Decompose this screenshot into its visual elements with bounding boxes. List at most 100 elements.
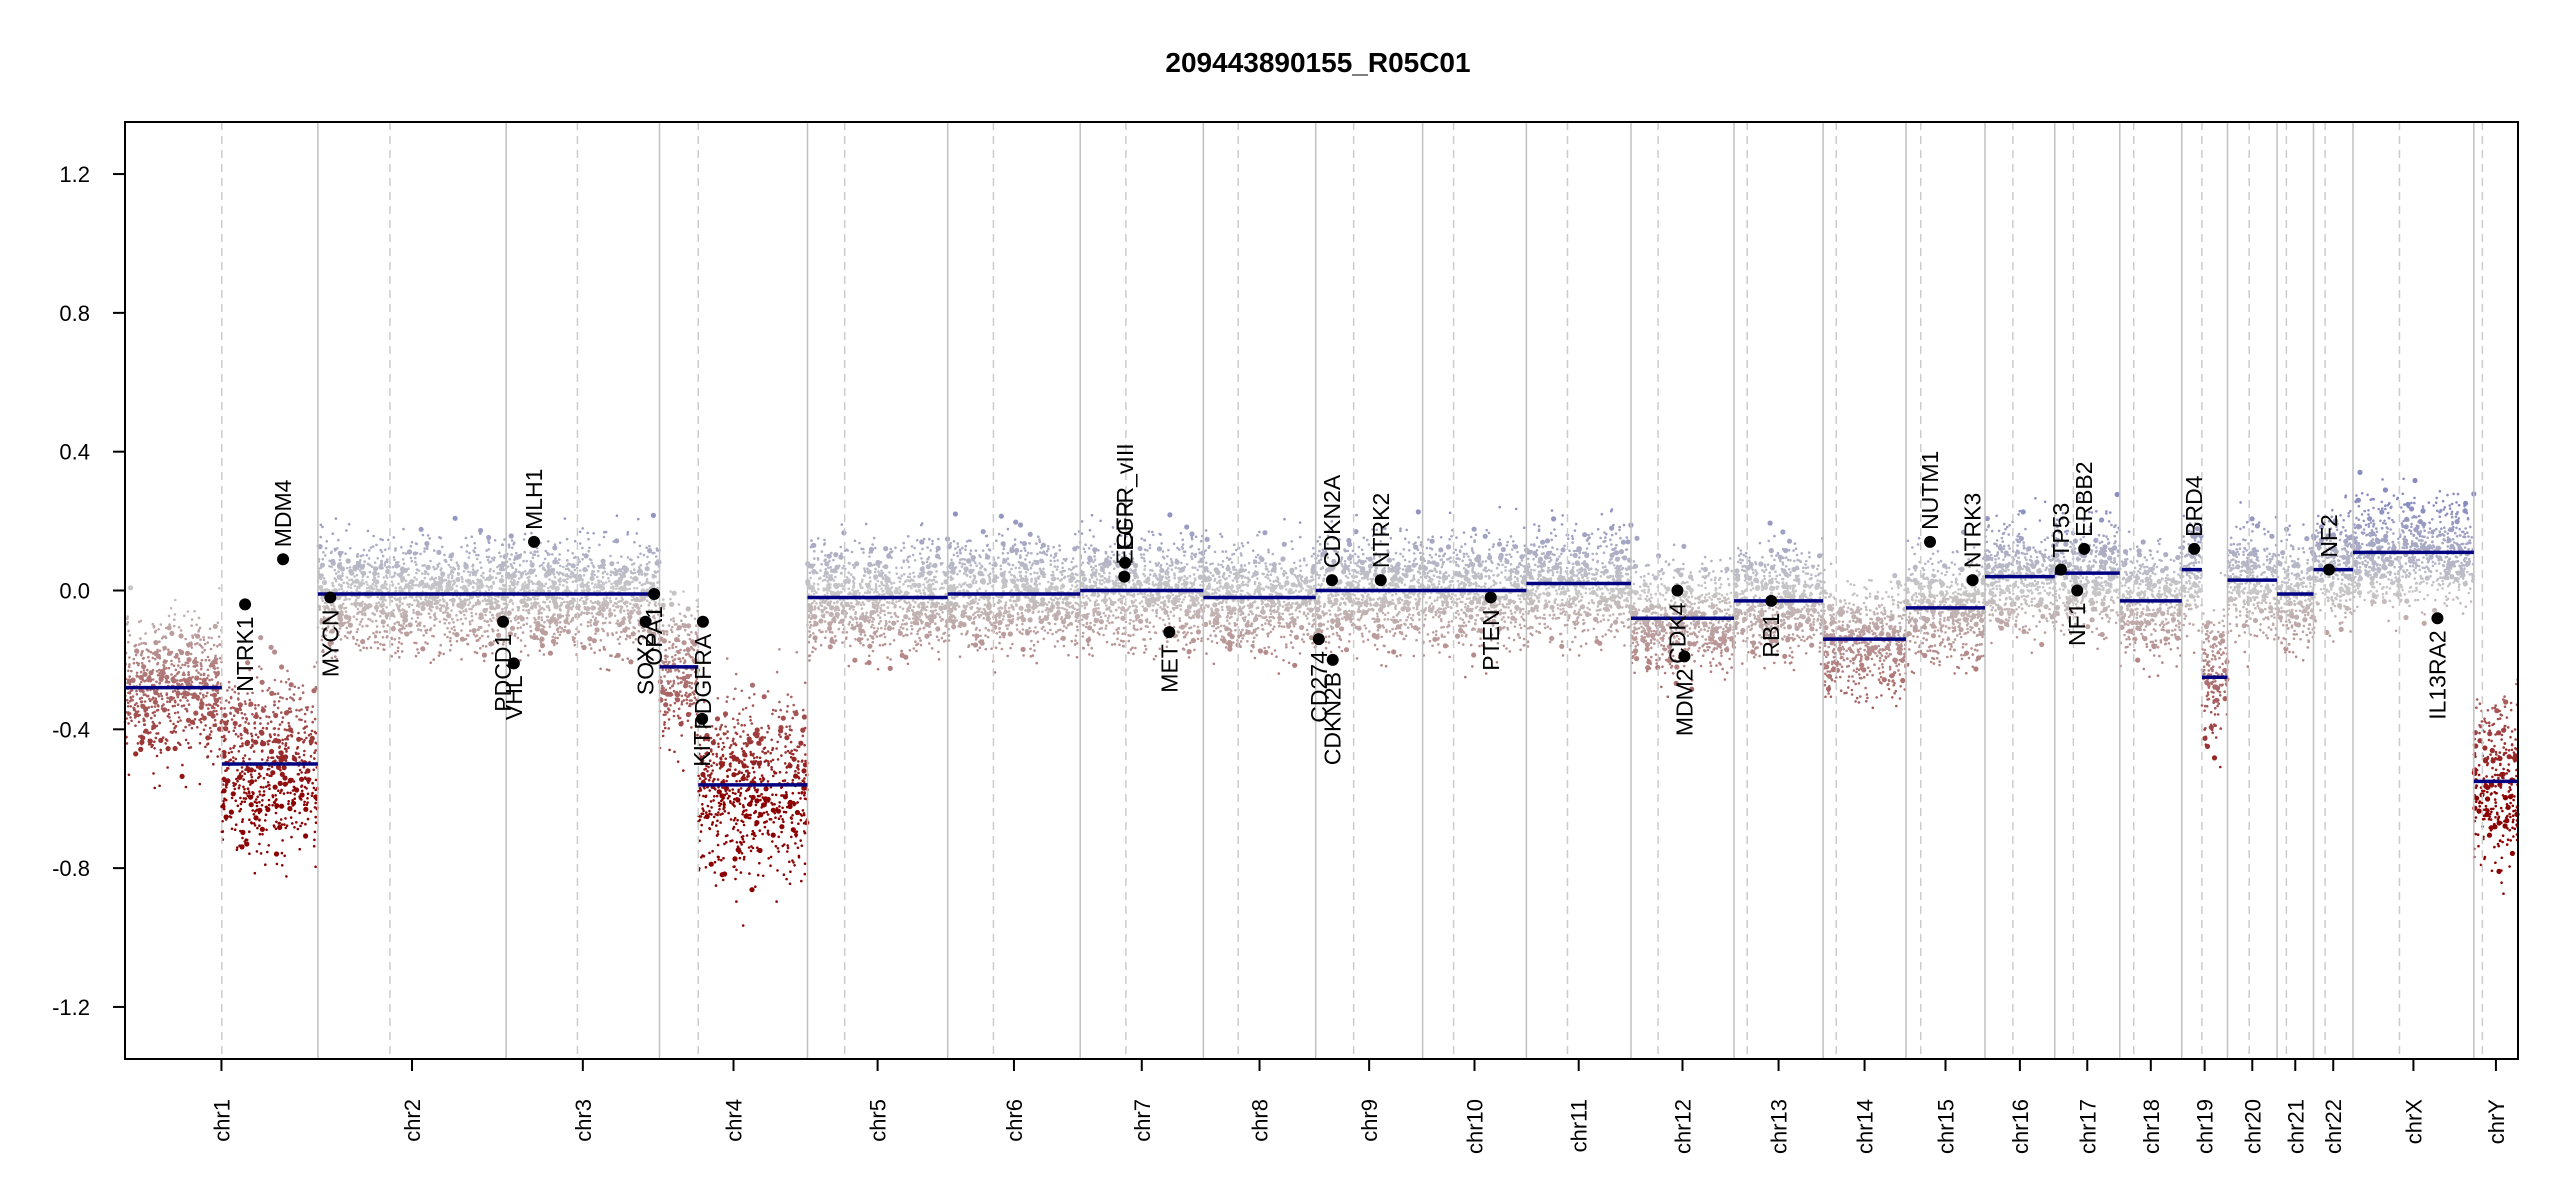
probe-point [413,576,416,579]
probe-point [259,826,265,832]
probe-point [174,668,178,672]
probe-point [227,680,231,684]
probe-point [194,656,198,660]
probe-point [360,639,366,645]
probe-point [212,643,216,647]
probe-point [468,620,472,624]
probe-point [436,600,440,603]
probe-point [208,627,212,631]
probe-point [677,669,681,673]
probe-point [331,532,335,535]
probe-point [868,654,871,658]
probe-point [679,690,682,693]
probe-point [415,641,418,645]
probe-point [258,793,262,796]
probe-point [516,636,520,640]
probe-point [273,692,277,696]
probe-point [766,831,770,835]
probe-point [460,545,463,549]
probe-point [797,760,800,763]
probe-point [126,701,130,705]
probe-point [479,617,483,620]
probe-point [189,683,193,686]
probe-point [281,696,284,700]
probe-point [366,603,373,609]
probe-point [396,646,400,650]
probe-point [333,547,337,551]
probe-point [668,748,671,752]
probe-point [560,572,564,575]
probe-point [621,588,625,592]
probe-point [475,557,479,561]
probe-point [369,546,373,549]
probe-point [402,527,405,531]
probe-point [319,566,323,570]
probe-point [826,592,829,595]
probe-point [609,586,613,589]
probe-point [722,779,725,782]
probe-point [206,655,210,659]
probe-point [796,801,799,804]
probe-point [529,629,533,633]
probe-point [393,558,396,562]
probe-point [356,607,360,611]
probe-point [750,832,754,836]
probe-point [654,601,657,604]
probe-point [719,757,723,761]
probe-point [499,555,502,558]
probe-point [190,618,194,621]
probe-point [571,616,575,620]
probe-point [792,703,795,707]
probe-point [588,546,591,550]
probe-point [438,620,442,623]
probe-point [249,779,255,785]
probe-point [144,632,147,635]
probe-point [698,818,702,822]
probe-point [358,586,361,590]
probe-point [602,535,606,539]
probe-point [170,659,173,663]
probe-point [803,862,807,865]
probe-point [554,636,557,640]
probe-point [260,758,264,761]
probe-point [264,863,267,866]
probe-point [804,759,807,763]
probe-point [727,811,730,815]
probe-point [408,581,411,585]
probe-point [466,642,470,646]
probe-point [795,774,798,777]
probe-point [538,583,542,587]
probe-point [359,620,363,623]
probe-point [330,550,334,554]
probe-point [130,719,133,723]
probe-point [285,728,289,732]
probe-point [555,623,558,627]
probe-point [716,855,720,859]
probe-point [249,773,253,776]
probe-point [649,581,653,585]
probe-point [533,633,536,636]
probe-point [291,756,297,762]
probe-point [211,660,214,664]
probe-point [303,785,307,789]
probe-point [741,708,745,711]
chart-title: 209443890155_R05C01 [1165,47,1470,78]
probe-point [745,778,749,781]
probe-point [599,639,603,642]
probe-point [913,546,916,550]
probe-point [540,629,546,635]
probe-point [257,807,263,813]
probe-point [707,778,711,782]
probe-point [215,703,218,706]
probe-point [147,679,150,683]
probe-point [663,702,669,708]
probe-point [783,779,787,782]
probe-point [420,605,426,612]
probe-point [245,838,249,842]
probe-point [280,711,283,714]
probe-point [391,583,395,586]
probe-point [515,551,518,555]
probe-point [728,768,732,771]
probe-point [766,780,770,783]
probe-point [498,551,501,555]
